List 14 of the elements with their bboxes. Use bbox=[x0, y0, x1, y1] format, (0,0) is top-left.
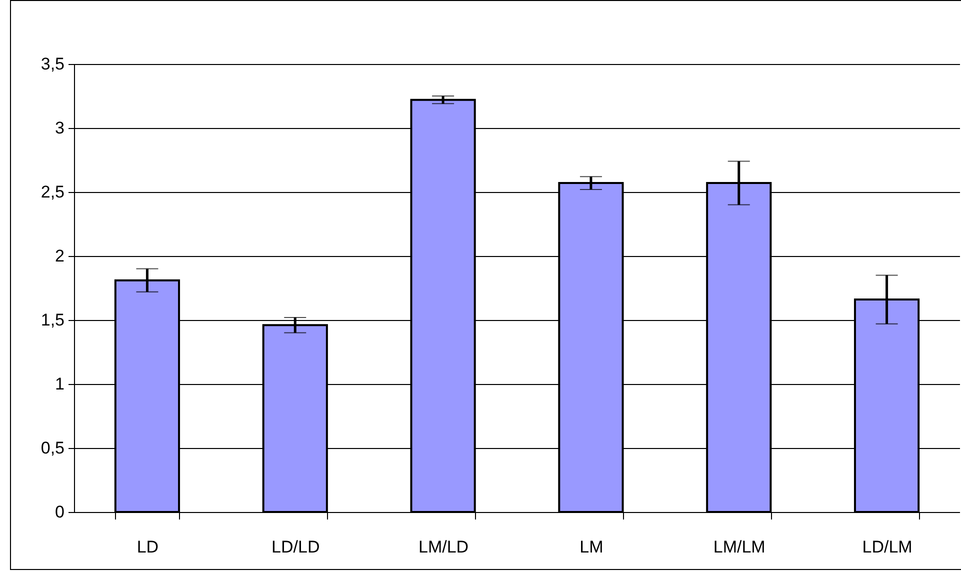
x-tick-label: LD bbox=[136, 538, 159, 556]
y-tick-label: 1,5 bbox=[40, 310, 64, 330]
x-tick-label: LM bbox=[580, 538, 604, 556]
y-tick-label: 0,5 bbox=[40, 438, 64, 458]
y-tick-label: 0 bbox=[55, 502, 64, 522]
x-tick-label: LM/LM bbox=[713, 538, 766, 556]
y-tick-label: 3 bbox=[55, 118, 64, 138]
y-tick-label: 2 bbox=[55, 246, 64, 266]
x-tick-label: LM/LD bbox=[418, 538, 469, 556]
y-tick-label: 3,5 bbox=[40, 54, 64, 74]
y-tick-label: 1 bbox=[55, 374, 64, 394]
y-tick-label: 2,5 bbox=[40, 182, 64, 202]
x-tick-label: LD/LD bbox=[272, 538, 320, 556]
x-tick-label: LD/LM bbox=[862, 538, 912, 556]
